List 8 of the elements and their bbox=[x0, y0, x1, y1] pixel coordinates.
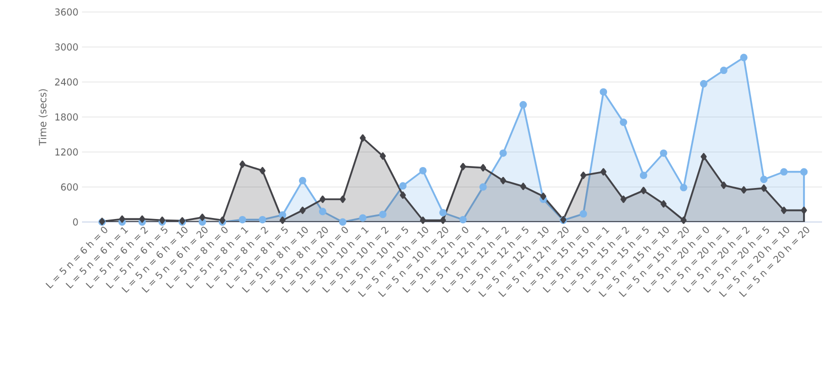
y-tick-label: 2400 bbox=[55, 78, 78, 86]
y-tick-label: 1800 bbox=[55, 113, 78, 121]
y-axis-title: Time (secs) bbox=[38, 89, 48, 146]
y-tick-label: 3000 bbox=[55, 43, 78, 51]
y-tick-label: 600 bbox=[61, 183, 78, 191]
y-tick-label: 0 bbox=[73, 218, 78, 226]
y-tick-label: 3600 bbox=[55, 8, 78, 16]
y-tick-label: 1200 bbox=[55, 148, 78, 156]
